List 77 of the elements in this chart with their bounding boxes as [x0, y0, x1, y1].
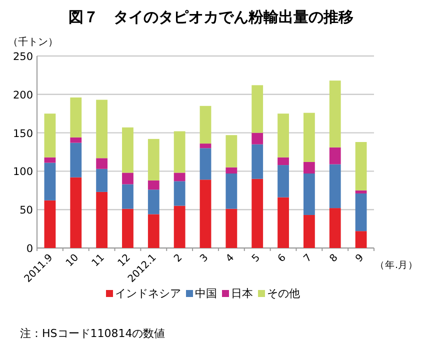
bar [355, 190, 367, 194]
legend-label: その他 [267, 287, 300, 300]
bar [278, 114, 289, 158]
y-tick-label: 150 [12, 128, 33, 140]
bar [355, 142, 367, 190]
bar [148, 214, 160, 248]
bar [70, 97, 82, 138]
bar [278, 197, 289, 248]
y-tick-label: 100 [12, 166, 33, 178]
x-tick-label: 3 [198, 252, 211, 265]
y-tick-label: 50 [20, 204, 33, 217]
x-tick-label: 4 [224, 252, 237, 265]
bar [200, 148, 212, 180]
x-tick-label: 8 [328, 252, 340, 265]
bar [329, 208, 341, 248]
bar [44, 200, 56, 248]
bar [303, 112, 315, 162]
bar [70, 142, 82, 178]
bar [174, 181, 186, 206]
bar [148, 138, 160, 180]
bar [174, 172, 186, 182]
bar [278, 165, 289, 198]
bar [329, 164, 341, 208]
bar [44, 157, 56, 163]
x-tick-label: 5 [250, 252, 262, 265]
bar [252, 178, 264, 248]
bar [329, 80, 341, 148]
bar [96, 192, 108, 248]
bar [174, 206, 186, 248]
text: 注：HSコード110814の数値 [20, 327, 166, 340]
y-tick-label: 250 [12, 51, 33, 63]
bar [200, 180, 212, 248]
bar [148, 190, 160, 214]
y-tick-label: 0 [26, 243, 33, 255]
bar [174, 131, 186, 173]
bar [303, 174, 315, 215]
bar [148, 180, 160, 190]
x-axis-title: （年.月） [375, 259, 418, 271]
bar [96, 100, 108, 158]
x-tick-label: 2 [172, 252, 185, 265]
legend-label: 中国 [195, 287, 217, 300]
bar [226, 135, 238, 168]
x-tick-label: 12 [116, 252, 133, 270]
x-tick-label: 6 [276, 252, 288, 265]
bar [96, 158, 108, 169]
bar [122, 172, 134, 184]
bar [355, 231, 367, 248]
bar [70, 137, 82, 143]
x-tick-label: 10 [64, 252, 82, 270]
bar [252, 132, 264, 144]
bar [226, 208, 238, 248]
x-tick-label: 7 [302, 252, 314, 265]
bar [303, 162, 315, 174]
legend-label: インドネシア [115, 287, 181, 300]
bar [70, 177, 82, 248]
bar [278, 157, 289, 166]
x-tick-label: 11 [90, 252, 107, 270]
bar [252, 85, 264, 133]
bar [226, 167, 238, 174]
chart-title: 図７ タイのタピオカでん粉輸出量の推移 [68, 8, 354, 26]
bar [303, 214, 315, 248]
bar [329, 147, 341, 164]
bar [44, 114, 56, 158]
bar [200, 144, 212, 148]
legend-label: 日本 [231, 287, 253, 300]
y-axis-title: （千トン） [8, 36, 58, 48]
bar [252, 144, 264, 179]
bar [96, 168, 108, 192]
bar [122, 127, 134, 173]
bar [226, 174, 238, 209]
bar [44, 162, 56, 200]
bar [200, 106, 212, 144]
y-tick-label: 200 [12, 89, 33, 102]
bar [122, 184, 134, 209]
bar [122, 208, 134, 248]
x-tick-label: 9 [354, 252, 366, 265]
bar [355, 193, 367, 232]
